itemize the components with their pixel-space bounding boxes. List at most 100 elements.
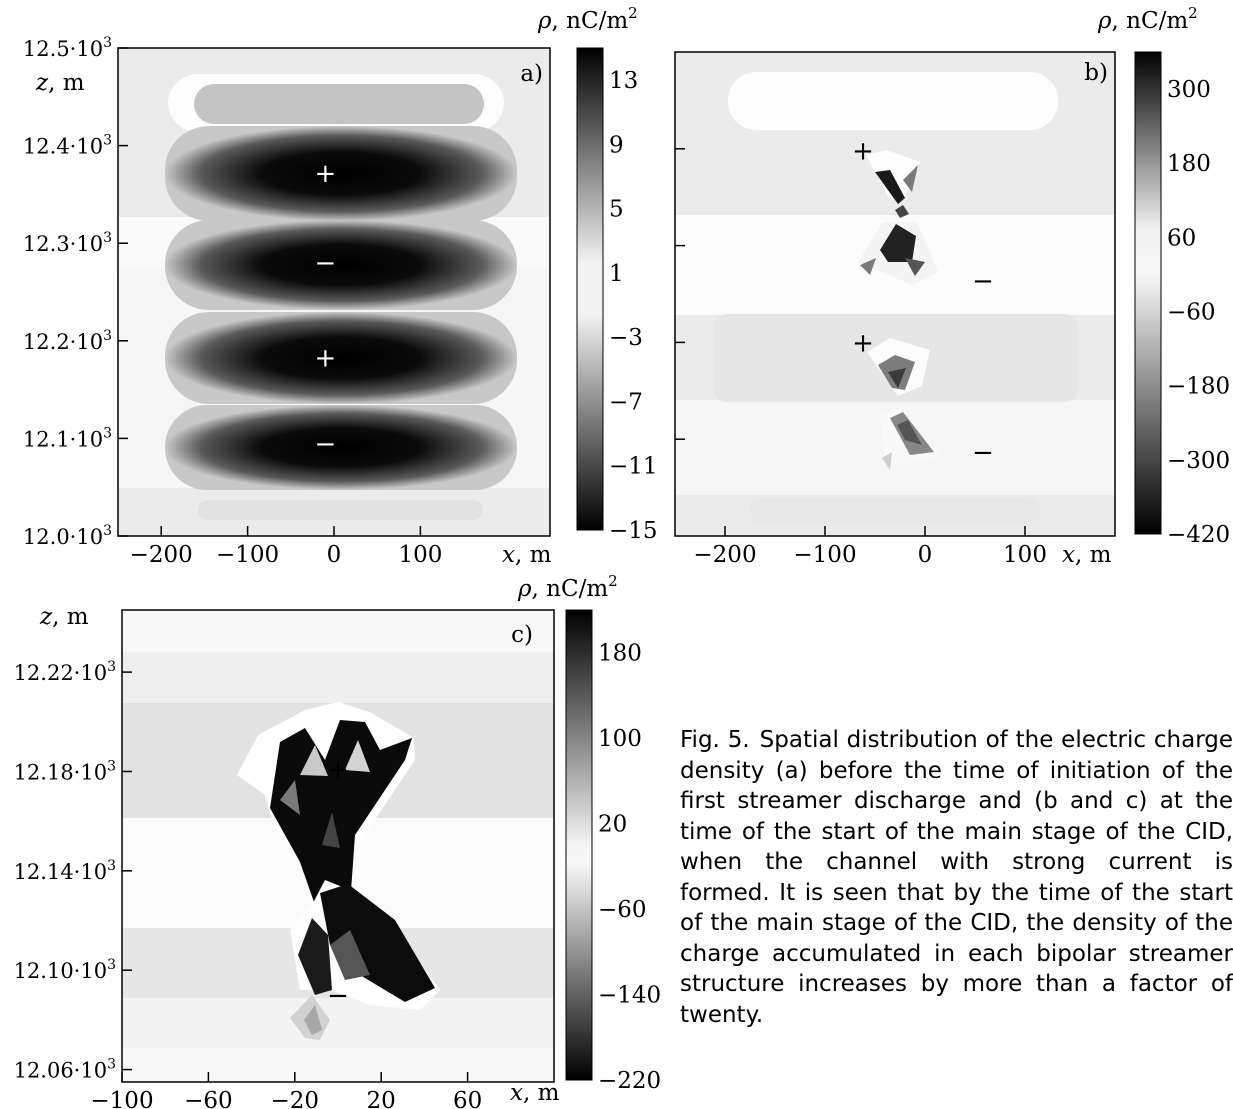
panel-a-x-var: x bbox=[502, 542, 515, 568]
panel-c-upper-mid-2 bbox=[322, 812, 340, 848]
panel-a-x-tick-label: 100 bbox=[398, 542, 442, 568]
colorbar-c-tick-label: −60 bbox=[598, 897, 647, 923]
panel-c-upper-light-1 bbox=[300, 745, 328, 776]
panel-c: c) −100 −60 −20 20 60 12.06·103 12.10·103 12.1… bbox=[14, 572, 662, 1109]
panel-b-charge-signs: + − + − bbox=[852, 137, 994, 468]
panel-b-lower-pos-inner bbox=[888, 368, 906, 388]
colorbar-b-tick-label: 180 bbox=[1167, 151, 1211, 177]
colorbar-a-tick-label: −3 bbox=[609, 325, 643, 351]
panel-c-y-axis-label: z, m bbox=[39, 604, 89, 630]
panel-c-x-tick-label: 20 bbox=[367, 1088, 396, 1109]
panel-b-top-band bbox=[728, 72, 1058, 130]
panel-a-charge-sign: + bbox=[314, 159, 336, 189]
panel-b-charge-sign: − bbox=[972, 438, 994, 468]
colorbar-b bbox=[1134, 51, 1162, 535]
panel-a-label: a) bbox=[520, 61, 543, 87]
colorbar-a-tick-label: 5 bbox=[609, 197, 624, 223]
panel-a-y-ticks: 12.0·103 12.1·103 12.2·103 12.3·103 12.4·103… bbox=[23, 35, 128, 549]
panel-a-charge-sign: + bbox=[314, 343, 336, 373]
colorbar-b-tick-label: 300 bbox=[1167, 77, 1211, 103]
panel-c-upper-mid-1 bbox=[280, 780, 300, 815]
colorbar-a-ticks: 13 9 5 1 −3 −7 −11 −15 bbox=[609, 68, 658, 544]
panel-c-x-axis-label: x, m bbox=[510, 1080, 560, 1106]
panel-c-charge-signs: +− bbox=[327, 755, 349, 1011]
panel-b-charge-sign: − bbox=[972, 266, 994, 296]
panel-c-charge-sign: + bbox=[327, 755, 349, 785]
panel-c-y-tick-label: 12.10·103 bbox=[14, 957, 116, 983]
colorbar-b-tick-label: −180 bbox=[1167, 374, 1230, 400]
panel-a-y-tick-label: 12.5·103 bbox=[23, 35, 112, 61]
panel-c-upper-light-2 bbox=[345, 740, 370, 772]
panel-c-y-tick-label: 12.06·103 bbox=[14, 1057, 116, 1083]
colorbar-a-tick-label: 13 bbox=[609, 68, 638, 94]
figure-caption: Fig. 5. Spatial distribution of the elect… bbox=[680, 725, 1233, 1085]
panel-a-cell-1 bbox=[165, 126, 517, 221]
panel-a-charge-sign: − bbox=[314, 249, 336, 279]
panel-a-charge-sign: − bbox=[314, 429, 336, 459]
panel-b-x-tick-label: −200 bbox=[693, 542, 756, 568]
caption-label: Fig. 5. bbox=[680, 727, 750, 753]
caption-text: Spatial distribution of the electric cha… bbox=[680, 727, 1233, 1028]
panel-b-upper-neg-arm bbox=[860, 258, 876, 275]
panel-c-y-tick-label: 12.22·103 bbox=[14, 659, 116, 685]
panel-c-y-ticks: 12.06·103 12.10·103 12.14·103 12.18·103 12.2… bbox=[14, 659, 132, 1083]
colorbar-b-tick-label: −60 bbox=[1167, 300, 1216, 326]
panel-b-upper-neg-arm-2 bbox=[905, 258, 925, 276]
panel-c-y-tick-label: 12.14·103 bbox=[14, 858, 116, 884]
panel-a-y-tick-label: 12.3·103 bbox=[23, 230, 112, 256]
colorbar-c-tick-label: 100 bbox=[598, 726, 642, 752]
panel-a-x-axis-label: x, m bbox=[502, 542, 552, 568]
panel-b-upper-pos-core bbox=[875, 170, 905, 204]
panel-a: a) −200 −100 0 100 12.0·103 12.1·103 12.2·103… bbox=[23, 4, 658, 568]
panel-b-x-ticks: −200 −100 0 100 bbox=[693, 526, 1047, 568]
panel-b-x-tick-label: 100 bbox=[1003, 542, 1047, 568]
colorbar-a-tick-label: 1 bbox=[609, 261, 624, 287]
panel-a-x-ticks: −200 −100 0 100 bbox=[130, 526, 442, 568]
panel-b-bottom-cell bbox=[750, 498, 1040, 524]
panel-c-lower-tail-core bbox=[304, 1005, 322, 1035]
colorbar-c-tick-label: 20 bbox=[598, 812, 627, 838]
panel-b-x-tick-label: 0 bbox=[918, 542, 933, 568]
panel-c-bottom-band bbox=[122, 998, 554, 1048]
panel-a-cell-3 bbox=[165, 312, 517, 404]
colorbar-b-tick-label: 60 bbox=[1167, 225, 1196, 251]
panel-a-y-tick-label: 12.4·103 bbox=[23, 133, 112, 159]
panel-c-x-tick-label: −100 bbox=[90, 1088, 153, 1109]
colorbar-c-ticks: 180 100 20 −60 −140 −220 bbox=[598, 641, 661, 1094]
panel-c-top-band bbox=[122, 652, 554, 704]
panel-b-charge-sign: + bbox=[852, 137, 874, 167]
panel-a-x-tick-label: −100 bbox=[216, 542, 279, 568]
panel-a-cell-4 bbox=[165, 405, 517, 490]
panel-c-x-tick-label: 60 bbox=[453, 1088, 482, 1109]
panel-b-charge-sign: + bbox=[852, 328, 874, 358]
colorbar-b-tick-label: −300 bbox=[1167, 448, 1230, 474]
colorbar-b-ticks: 300 180 60 −60 −180 −300 −420 bbox=[1167, 77, 1230, 548]
colorbar-a-tick-label: −7 bbox=[609, 389, 643, 415]
panel-c-label: c) bbox=[511, 622, 533, 648]
colorbar-c-label: ρ, nC/m2 bbox=[517, 572, 618, 602]
panel-c-lower-core bbox=[320, 884, 435, 1002]
colorbar-a-label: ρ, nC/m2 bbox=[537, 4, 638, 34]
panel-a-x-unit: , m bbox=[515, 542, 552, 568]
panel-c-lower-mid bbox=[330, 930, 370, 980]
colorbar-c-tick-label: 180 bbox=[598, 641, 642, 667]
panel-b: b) −200 −100 0 100 + − + − x, m 300 180 60 −60 −18… bbox=[674, 4, 1230, 568]
panel-c-x-tick-label: −20 bbox=[271, 1088, 320, 1109]
panel-b-upper-pos-waist bbox=[895, 205, 909, 218]
colorbar-c-tick-label: −220 bbox=[598, 1068, 661, 1094]
panel-c-y-tick-label: 12.18·103 bbox=[14, 758, 116, 784]
panel-b-lower-neg-tail bbox=[882, 452, 892, 470]
panel-b-y-ticks bbox=[675, 148, 685, 440]
colorbar-b-label: ρ, nC/m2 bbox=[1097, 4, 1198, 34]
panel-a-cell-2 bbox=[165, 220, 517, 310]
panel-b-x-tick-label: −100 bbox=[793, 542, 856, 568]
panel-c-x-tick-label: −60 bbox=[184, 1088, 233, 1109]
colorbar-a-tick-label: −15 bbox=[609, 518, 658, 544]
colorbar-a-tick-label: 9 bbox=[609, 132, 624, 158]
panel-c-lower-left bbox=[298, 918, 332, 995]
panel-b-upper-pos-halo bbox=[866, 150, 920, 200]
colorbar-c bbox=[565, 609, 593, 1081]
panel-b-frame bbox=[674, 51, 1116, 537]
panel-a-x-tick-label: −200 bbox=[130, 542, 193, 568]
